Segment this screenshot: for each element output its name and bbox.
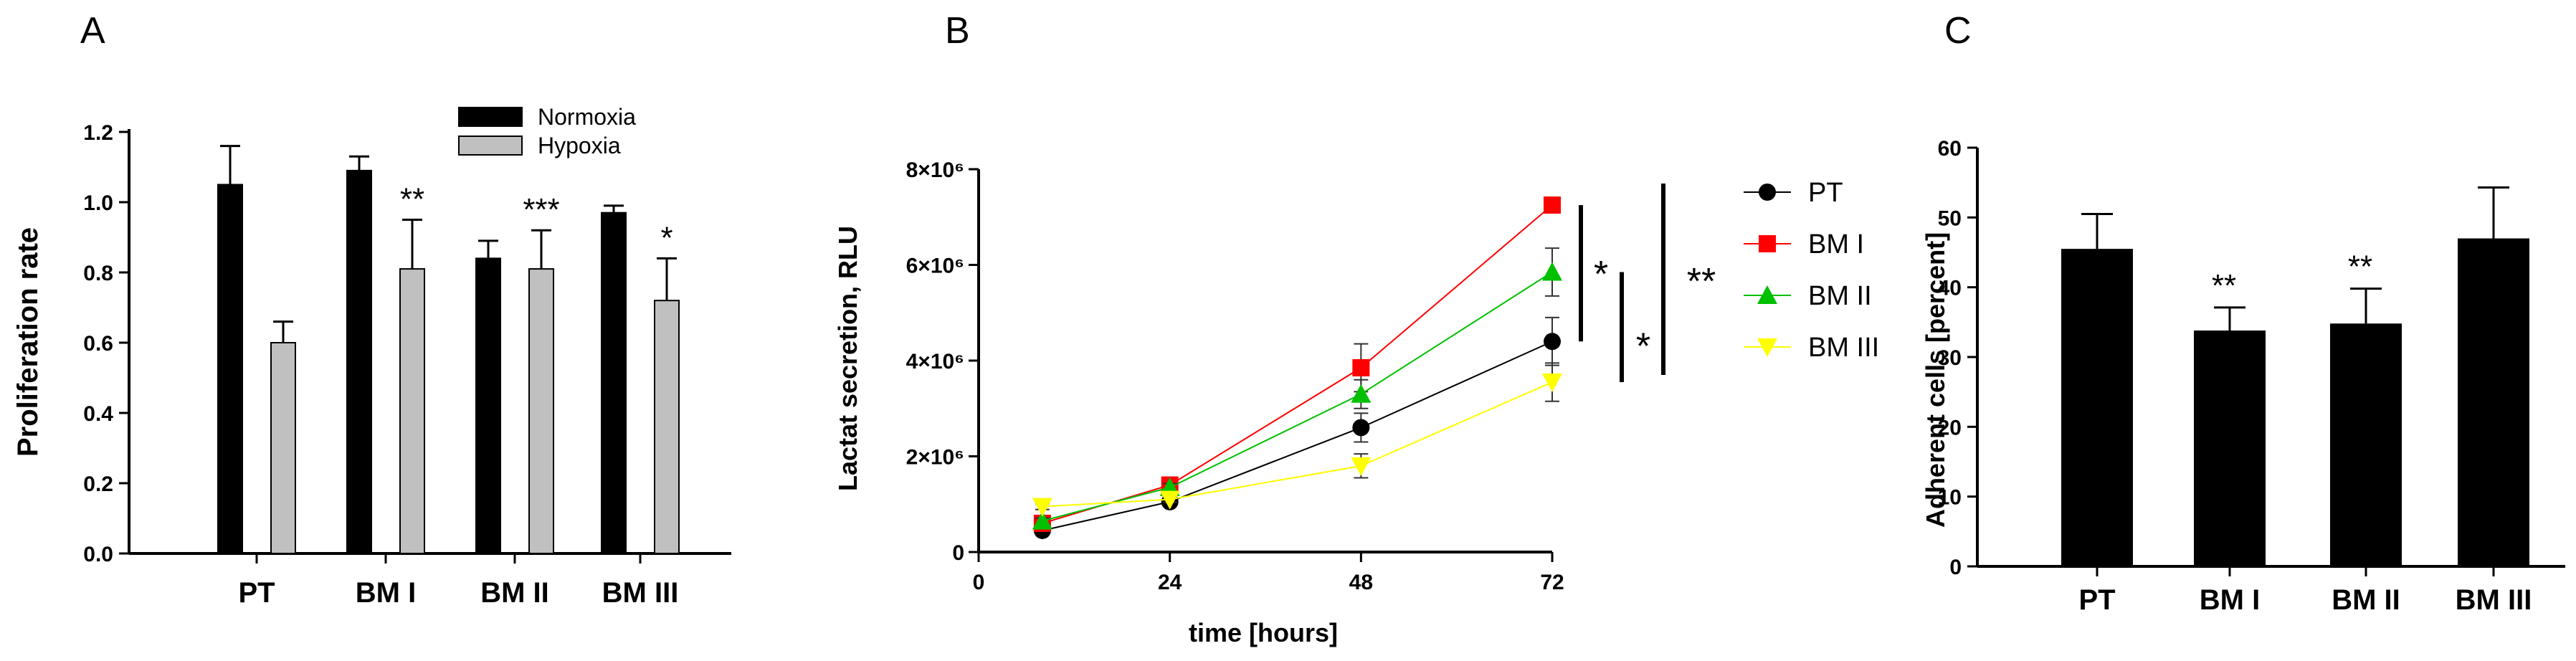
panel-a-bar-normoxia: [346, 169, 372, 554]
panel-b-legend-marker: [1757, 338, 1777, 357]
panel-a-legend-swatch: [458, 135, 523, 156]
panel-a-bar-hypoxia: [654, 300, 680, 554]
panel-c-category-label: BM I: [2200, 584, 2260, 616]
panel-b-x-tick-label: 24: [1158, 571, 1182, 594]
panel-b-y-label: Lactat secretion, RLU: [833, 226, 862, 491]
panel-b-x-tick-label: 72: [1540, 571, 1564, 594]
panel-a-y-tick-label: 0.8: [83, 262, 113, 285]
panel-a-legend-label: Normoxia: [538, 104, 636, 130]
panel-b-series-line-bm-i: [1042, 204, 1553, 524]
panel-c-chart: Adherent cells [percent] 0 10 20 30 40 50 60 PT…: [1921, 137, 2565, 616]
panel-b-legend-label: BM III: [1808, 333, 1879, 363]
panel-b-chart: Lactat secretion, RLU time [hours] 0 2×10…: [833, 158, 1879, 647]
panel-c-significance-marker: **: [2212, 268, 2236, 303]
panel-b-point-bm-ii: [1032, 510, 1052, 530]
panel-b-y-tick-label: 8×10⁶: [906, 158, 964, 182]
panel-b-point-bm-iii: [1542, 374, 1562, 393]
panel-c-y-tick-label: 40: [1938, 277, 1962, 300]
panel-b-point-bm-i: [1352, 359, 1370, 377]
panel-b-legend-marker: [1759, 235, 1776, 252]
panel-b-series-line-pt: [1042, 341, 1553, 531]
panel-a-legend-label: Hypoxia: [538, 133, 621, 158]
panel-b-y-tick-label: 2×10⁶: [906, 446, 964, 470]
panel-b-point-bm-ii: [1351, 384, 1372, 403]
panel-a-significance-marker: *: [660, 220, 672, 255]
panel-c-bar: [2061, 249, 2133, 566]
panel-b-legend-marker: [1759, 184, 1776, 201]
panel-b-legend-marker: [1757, 285, 1777, 304]
panel-c-bar: [2330, 323, 2402, 566]
panel-b-significance-marker: **: [1687, 261, 1716, 303]
panel-b-point-bm-iii: [1032, 498, 1052, 517]
panel-b-y-tick-label: 6×10⁶: [906, 255, 964, 278]
panel-b-legend-label: BM I: [1808, 229, 1864, 260]
panel-c-y-tick-label: 30: [1938, 346, 1962, 370]
panel-a-legend-swatch: [458, 107, 523, 127]
panel-a-category-label: BM II: [480, 577, 549, 609]
panel-b-series-line-bm-iii: [1042, 381, 1553, 508]
panel-b-significance-marker: *: [1636, 325, 1650, 367]
panel-b-significance-marker: *: [1594, 254, 1608, 295]
panel-b-y-tick-label: 0: [952, 541, 964, 565]
panel-c-y-tick-label: 20: [1938, 416, 1962, 439]
panel-b-point-bm-iii: [1159, 490, 1180, 510]
panel-a-significance-marker: **: [400, 182, 424, 217]
panel-c-category-label: PT: [2078, 584, 2115, 616]
panel-c-category-label: BM III: [2456, 584, 2532, 616]
panel-b-point-bm-i: [1544, 196, 1561, 214]
panel-a-bar-hypoxia: [399, 268, 425, 554]
panel-a-letter: A: [80, 10, 105, 52]
panel-a-bar-normoxia: [601, 211, 627, 554]
panel-b-point-bm-ii: [1542, 262, 1562, 281]
panel-b-x-tick-label: 0: [973, 571, 985, 594]
panel-a-chart: Proliferation rate 0.0 0.2 0.4 0.6 0.8 1.0 1.2…: [12, 104, 731, 609]
panel-a-significance-marker: ***: [523, 192, 559, 227]
panel-c-y-label: Adherent cells [percent]: [1921, 232, 1950, 528]
panel-b-x-tick-label: 48: [1349, 571, 1373, 594]
panel-a-y-tick-label: 0.0: [83, 543, 113, 566]
panel-a-category-label: PT: [238, 577, 275, 609]
panel-a-category-label: BM I: [356, 577, 416, 609]
panel-b-point-bm-iii: [1351, 457, 1372, 476]
panel-b-y-tick-label: 4×10⁶: [906, 350, 964, 374]
panel-a-y-tick-label: 0.2: [83, 472, 113, 496]
panel-a-bar-normoxia: [217, 184, 243, 554]
panel-a-y-label: Proliferation rate: [12, 227, 44, 457]
panel-c-bar: [2194, 330, 2266, 566]
panel-a-y-tick-label: 0.6: [83, 332, 113, 356]
panel-a-y-tick-label: 0.4: [83, 402, 113, 426]
panel-c-significance-marker: **: [2348, 249, 2372, 285]
panel-b-legend-label: BM II: [1808, 281, 1872, 311]
panel-b-point-pt: [1544, 333, 1561, 351]
panel-c-y-tick-label: 10: [1938, 486, 1962, 510]
panel-c-y-tick-label: 0: [1949, 556, 1962, 579]
panel-c-bar: [2458, 238, 2529, 566]
panel-a-category-label: BM III: [602, 577, 679, 609]
panel-c-category-label: BM II: [2332, 584, 2400, 616]
panel-a-bar-hypoxia: [270, 342, 296, 554]
panel-a-bar-hypoxia: [528, 268, 554, 554]
panel-b-x-label: time [hours]: [1189, 618, 1338, 647]
panel-b-letter: B: [945, 10, 970, 52]
panel-b-series-line-bm-ii: [1042, 271, 1553, 522]
panel-b-legend-label: PT: [1808, 178, 1843, 208]
panel-a-y-tick-label: 1.0: [83, 191, 113, 215]
panel-a-bar-normoxia: [475, 257, 501, 554]
panel-c-y-tick-label: 60: [1938, 137, 1962, 161]
panel-c-y-tick-label: 50: [1938, 206, 1962, 230]
panel-b-point-pt: [1352, 419, 1370, 437]
panel-c-letter: C: [1944, 10, 1972, 52]
panel-a-y-tick-label: 1.2: [83, 121, 113, 145]
